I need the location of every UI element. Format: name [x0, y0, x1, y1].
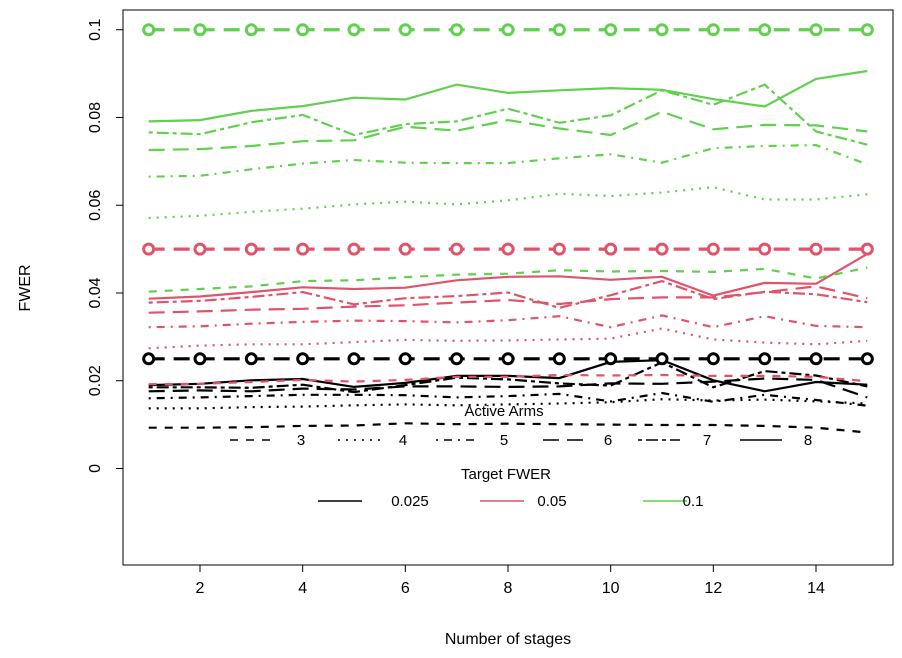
target-marker-0-025-x9 — [552, 352, 566, 366]
legend-active-arms-title: Active Arms — [464, 403, 543, 420]
target-marker-0-05-x10 — [604, 242, 618, 256]
target-marker-0-05-x8 — [501, 242, 515, 256]
series-line-target-0-025-arms-3 — [148, 422, 868, 434]
series-line-target-0-1-arms-5 — [148, 143, 868, 178]
x-tick-label: 8 — [504, 580, 513, 597]
target-marker-0-025-x1 — [142, 352, 156, 366]
target-marker-0-05-x7 — [450, 242, 464, 256]
legend-arms-label-3: 3 — [297, 432, 305, 449]
target-marker-0-025-x15 — [860, 352, 874, 366]
series-line-target-0-1-arms-6 — [148, 110, 868, 152]
target-marker-0-025-x4 — [296, 352, 310, 366]
target-marker-0-025-x6 — [398, 352, 412, 366]
legend-target-label-0-05: 0.05 — [537, 493, 566, 510]
x-tick-label: 12 — [704, 580, 722, 597]
target-marker-0-1-x1 — [142, 23, 156, 37]
series-line-target-0-1-arms-3 — [148, 266, 868, 293]
x-axis-label: Number of stages — [445, 631, 571, 648]
target-marker-0-1-x5 — [347, 23, 361, 37]
series-line-target-0-05-arms-7 — [148, 279, 868, 310]
legend-arms-label-7: 7 — [703, 432, 711, 449]
x-tick-label: 6 — [401, 580, 410, 597]
series-line-target-0-05-arms-8 — [148, 252, 868, 300]
legend-target-label-0-1: 0.1 — [683, 493, 704, 510]
target-marker-0-05-x5 — [347, 242, 361, 256]
target-marker-0-025-x14 — [809, 352, 823, 366]
y-tick-label: 0.06 — [87, 190, 104, 221]
target-marker-0-1-x15 — [860, 23, 874, 37]
series-line-target-0-025-arms-5 — [148, 391, 868, 407]
legend-arms-label-5: 5 — [500, 432, 508, 449]
x-axis: 2 4 6 8 10 12 14 — [196, 564, 825, 597]
target-marker-0-05-x6 — [398, 242, 412, 256]
target-marker-0-025-x7 — [450, 352, 464, 366]
series-line-target-0-1-arms-4 — [148, 186, 868, 220]
target-marker-0-1-x13 — [758, 23, 772, 37]
target-marker-0-05-x1 — [142, 242, 156, 256]
target-marker-0-1-x12 — [706, 23, 720, 37]
target-marker-0-1-x7 — [450, 23, 464, 37]
target-marker-0-025-x11 — [655, 352, 669, 366]
target-marker-0-05-x3 — [244, 242, 258, 256]
target-marker-0-05-x4 — [296, 242, 310, 256]
target-marker-0-1-x6 — [398, 23, 412, 37]
y-tick-label: 0.04 — [87, 277, 104, 308]
target-marker-0-1-x4 — [296, 23, 310, 37]
target-marker-0-1-x8 — [501, 23, 515, 37]
series-line-target-0-05-arms-6 — [148, 285, 868, 314]
target-marker-0-025-x5 — [347, 352, 361, 366]
series-line-target-0-1-arms-8 — [148, 69, 868, 123]
target-marker-0-1-x10 — [604, 23, 618, 37]
x-tick-label: 10 — [602, 580, 620, 597]
y-axis-label: FWER — [17, 264, 34, 311]
target-marker-0-1-x14 — [809, 23, 823, 37]
target-marker-0-1-x11 — [655, 23, 669, 37]
x-tick-label: 2 — [196, 580, 205, 597]
target-lines-layer — [142, 23, 874, 366]
legend-target-fwer: Target FWER 0.025 0.05 0.1 — [318, 466, 703, 510]
legend-target-fwer-title: Target FWER — [461, 466, 551, 483]
series-line-target-0-05-arms-5 — [148, 314, 868, 329]
target-marker-0-025-x3 — [244, 352, 258, 366]
y-tick-label: 0.08 — [87, 102, 104, 133]
series-line-target-0-05-arms-3 — [148, 373, 868, 386]
x-tick-label: 4 — [298, 580, 307, 597]
y-axis: 0 0.02 0.04 0.06 0.08 0.1 — [87, 19, 124, 473]
target-marker-0-1-x3 — [244, 23, 258, 37]
target-marker-0-1-x2 — [193, 23, 207, 37]
target-marker-0-05-x12 — [706, 242, 720, 256]
target-marker-0-1-x9 — [552, 23, 566, 37]
target-marker-0-05-x15 — [860, 242, 874, 256]
target-marker-0-025-x2 — [193, 352, 207, 366]
legend-arms-label-4: 4 — [399, 432, 407, 449]
target-marker-0-05-x14 — [809, 242, 823, 256]
target-marker-0-05-x2 — [193, 242, 207, 256]
series-layer — [148, 69, 868, 434]
legend-target-label-0-025: 0.025 — [391, 493, 429, 510]
y-tick-label: 0 — [87, 464, 104, 473]
target-marker-0-025-x8 — [501, 352, 515, 366]
target-marker-0-05-x9 — [552, 242, 566, 256]
legend-active-arms: Active Arms 3 4 5 6 7 8 — [230, 403, 812, 449]
target-marker-0-025-x12 — [706, 352, 720, 366]
target-marker-0-05-x11 — [655, 242, 669, 256]
target-marker-0-025-x10 — [604, 352, 618, 366]
x-tick-label: 14 — [807, 580, 825, 597]
legend-arms-label-8: 8 — [804, 432, 812, 449]
legend-arms-label-6: 6 — [604, 432, 612, 449]
series-line-target-0-05-arms-4 — [148, 327, 868, 350]
y-tick-label: 0.1 — [87, 19, 104, 41]
target-marker-0-05-x13 — [758, 242, 772, 256]
series-line-target-0-1-arms-7 — [148, 83, 868, 146]
y-tick-label: 0.02 — [87, 365, 104, 396]
target-marker-0-025-x13 — [758, 352, 772, 366]
